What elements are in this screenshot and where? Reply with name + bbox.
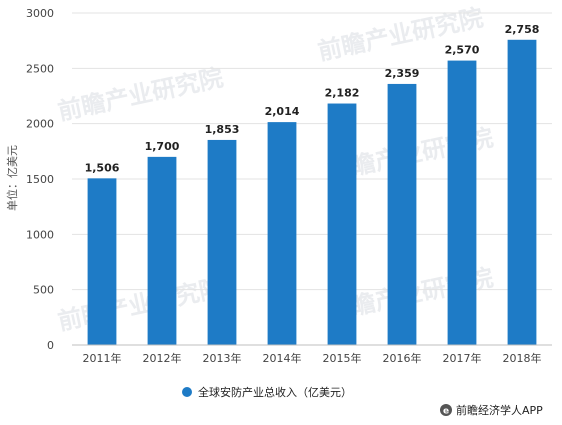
source-logo-icon bbox=[440, 404, 452, 416]
x-tick-label: 2018年 bbox=[503, 351, 542, 365]
bar bbox=[387, 83, 417, 346]
data-label: 1,700 bbox=[145, 140, 180, 153]
watermark-text: 前瞻产业研究院 bbox=[55, 64, 225, 126]
data-label: 2,570 bbox=[445, 44, 480, 57]
y-tick-label: 500 bbox=[33, 284, 54, 297]
bar bbox=[327, 103, 357, 345]
bar bbox=[207, 139, 237, 345]
bars bbox=[87, 39, 537, 346]
x-tick-label: 2015年 bbox=[323, 351, 362, 365]
y-tick-label: 3000 bbox=[26, 7, 54, 20]
x-tick-label: 2017年 bbox=[443, 351, 482, 365]
data-label: 2,014 bbox=[265, 105, 300, 118]
legend-label: 全球安防产业总收入（亿美元） bbox=[198, 385, 352, 399]
data-label: 1,853 bbox=[205, 123, 240, 136]
x-axis-ticks: 2011年 2012年 2013年 2014年 2015年 2016年 2017年 2018年 bbox=[83, 351, 542, 365]
legend-marker bbox=[182, 387, 192, 397]
source-logo-glyph: e bbox=[443, 407, 449, 417]
y-tick-label: 1000 bbox=[26, 228, 54, 241]
data-label: 1,506 bbox=[85, 161, 120, 174]
y-tick-label: 2000 bbox=[26, 118, 54, 131]
bar bbox=[147, 156, 177, 345]
data-label: 2,182 bbox=[325, 87, 360, 100]
y-axis-ticks: 0 500 1000 1500 2000 2500 3000 bbox=[26, 7, 54, 352]
x-tick-label: 2016年 bbox=[383, 351, 422, 365]
data-labels: 1,506 1,700 1,853 2,014 2,182 2,359 2,570 2,758 bbox=[85, 23, 540, 175]
y-tick-label: 0 bbox=[47, 339, 54, 352]
bar bbox=[267, 122, 297, 345]
x-tick-label: 2013年 bbox=[203, 351, 242, 365]
x-tick-label: 2011年 bbox=[83, 351, 122, 365]
watermark-text: 前瞻产业研究院 bbox=[55, 274, 225, 336]
y-axis-title: 单位：亿美元 bbox=[5, 145, 19, 211]
bar bbox=[87, 178, 117, 345]
y-tick-label: 1500 bbox=[26, 173, 54, 186]
data-label: 2,758 bbox=[505, 23, 540, 36]
x-tick-label: 2014年 bbox=[263, 351, 302, 365]
bar bbox=[447, 60, 477, 345]
y-tick-label: 2500 bbox=[26, 62, 54, 75]
legend: 全球安防产业总收入（亿美元） bbox=[182, 385, 352, 399]
source-label: 前瞻经济学人APP bbox=[456, 403, 543, 417]
data-label: 2,359 bbox=[385, 67, 420, 80]
bar bbox=[507, 39, 537, 345]
x-tick-label: 2012年 bbox=[143, 351, 182, 365]
source-credit: e 前瞻经济学人APP bbox=[440, 403, 543, 417]
